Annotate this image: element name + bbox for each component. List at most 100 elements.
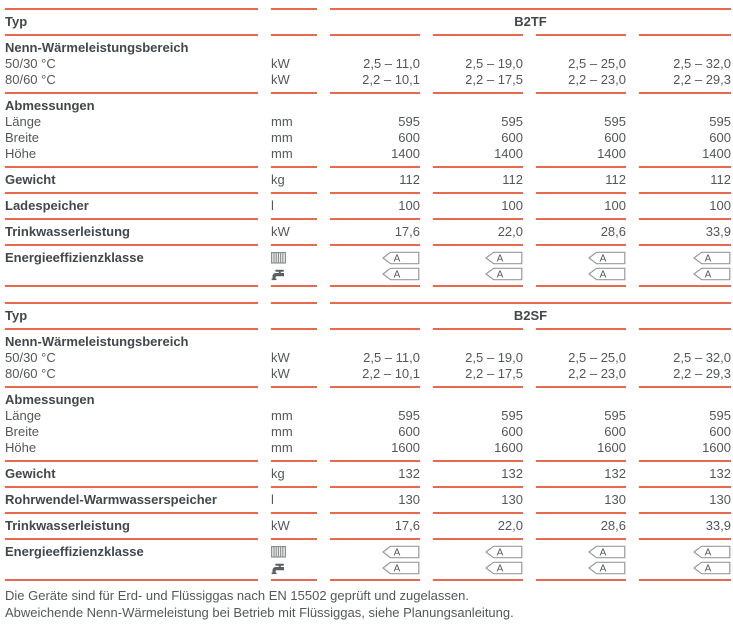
row-label: 80/60 °C [5,366,56,381]
table-row: Nenn-Wärmeleistungsbereich [5,40,731,56]
energy-icons [271,544,317,575]
table-row: Rohrwendel-Warmwasserspeicher l 130 130 130 1… [5,492,731,508]
rule-segment [271,34,317,36]
row-value: 2,5 – 32,0 [673,350,731,365]
rule-segment [536,538,626,540]
rule-segment [271,244,317,246]
row-value: 132 [398,466,420,481]
row-label: Breite [5,130,39,145]
rule-segment [639,512,731,514]
row-value: 1400 [597,146,626,161]
energy-class-letter: A [600,254,607,265]
row-unit: l [271,198,274,213]
rule-segment [433,460,523,462]
rule-segment [5,486,258,488]
row-value: 595 [501,114,523,129]
row-value: 595 [709,408,731,423]
row-label: Breite [5,424,39,439]
table-row: Energieeffizienzklasse A A A A A A A A [5,250,731,281]
typ-unit-spacer [271,308,317,324]
row-value: 100 [604,198,626,213]
energy-class-tag: A [485,251,523,265]
row-unit: mm [271,424,293,439]
row-value: 595 [709,114,731,129]
rule-segment [271,460,317,462]
rule-segment [433,328,523,330]
radiator-icon [271,546,286,558]
row-unit: kW [271,56,290,71]
row-unit [271,392,317,408]
row-unit: mm [271,440,293,455]
row-unit [271,334,317,350]
rule-segment [5,166,258,168]
rule-line [5,512,731,514]
rule-segment [536,579,626,581]
faucet-icon [271,269,284,281]
energy-class-letter: A [705,254,712,265]
row-value: 600 [398,424,420,439]
row-value: 2,2 – 17,5 [465,366,523,381]
row-value [433,40,523,56]
rule-segment [271,579,317,581]
row-unit: kW [271,366,290,381]
energy-class-letter: A [497,564,504,575]
rule-line [5,538,731,540]
row-value [433,392,523,408]
table-row: Länge mm 595 595 595 595 [5,408,731,424]
row-value: 1600 [702,440,731,455]
rule-segment [330,8,731,10]
row-unit [271,40,317,56]
table-row: Höhe mm 1600 1600 1600 1600 [5,440,731,456]
row-value [639,334,731,350]
rule-segment [330,244,420,246]
faucet-icon [271,563,284,575]
footnote-line-1: Die Geräte sind für Erd- und Flüssiggas … [5,588,469,603]
rule-segment [536,285,626,287]
row-unit: l [271,492,274,507]
rule-segment [5,192,258,194]
row-value: 28,6 [600,518,626,533]
typ-label: Typ [5,14,28,29]
row-value [536,40,626,56]
rule-segment [271,538,317,540]
rule-segment [271,512,317,514]
table-row: 50/30 °C kW 2,5 – 11,0 2,5 – 19,0 2,5 – 25,0… [5,350,731,366]
rule-segment [271,302,317,304]
row-value: 2,2 – 17,5 [465,72,523,87]
row-label: Gewicht [5,466,56,481]
rule-segment [5,92,258,94]
spec-table-b2sf: Typ B2SF Nenn-Wärmeleistungsbereich 50/30 °… [5,302,733,581]
row-label: Abmessungen [5,98,95,113]
row-label: Trinkwasserleistung [5,224,130,239]
rule-segment [536,512,626,514]
rule-segment [639,218,731,220]
rule-segment [536,218,626,220]
row-value: 112 [710,172,731,187]
energy-class-letter: A [600,270,607,281]
table-row: Breite mm 600 600 600 600 [5,130,731,146]
rule-segment [5,34,258,36]
energy-class-letter: A [600,548,607,559]
row-value [639,98,731,114]
rule-segment [271,328,317,330]
typ-unit-spacer [271,14,317,30]
rule-line [5,166,731,168]
table-row: Energieeffizienzklasse A A A A A A A A [5,544,731,575]
table-row: Abmessungen [5,392,731,408]
rule-segment [639,328,731,330]
rule-segment [271,386,317,388]
row-label: Ladespeicher [5,198,89,213]
row-label: Rohrwendel-Warmwasserspeicher [5,492,217,507]
rule-segment [330,92,420,94]
energy-class-tag: A [485,267,523,281]
spec-tables: Typ B2TF Nenn-Wärmeleistungsbereich 50/30 °… [5,8,733,581]
energy-class-tag: A [693,545,731,559]
row-value: 33,9 [705,224,731,239]
row-value: 1400 [494,146,523,161]
row-value [639,40,731,56]
rule-segment [536,386,626,388]
